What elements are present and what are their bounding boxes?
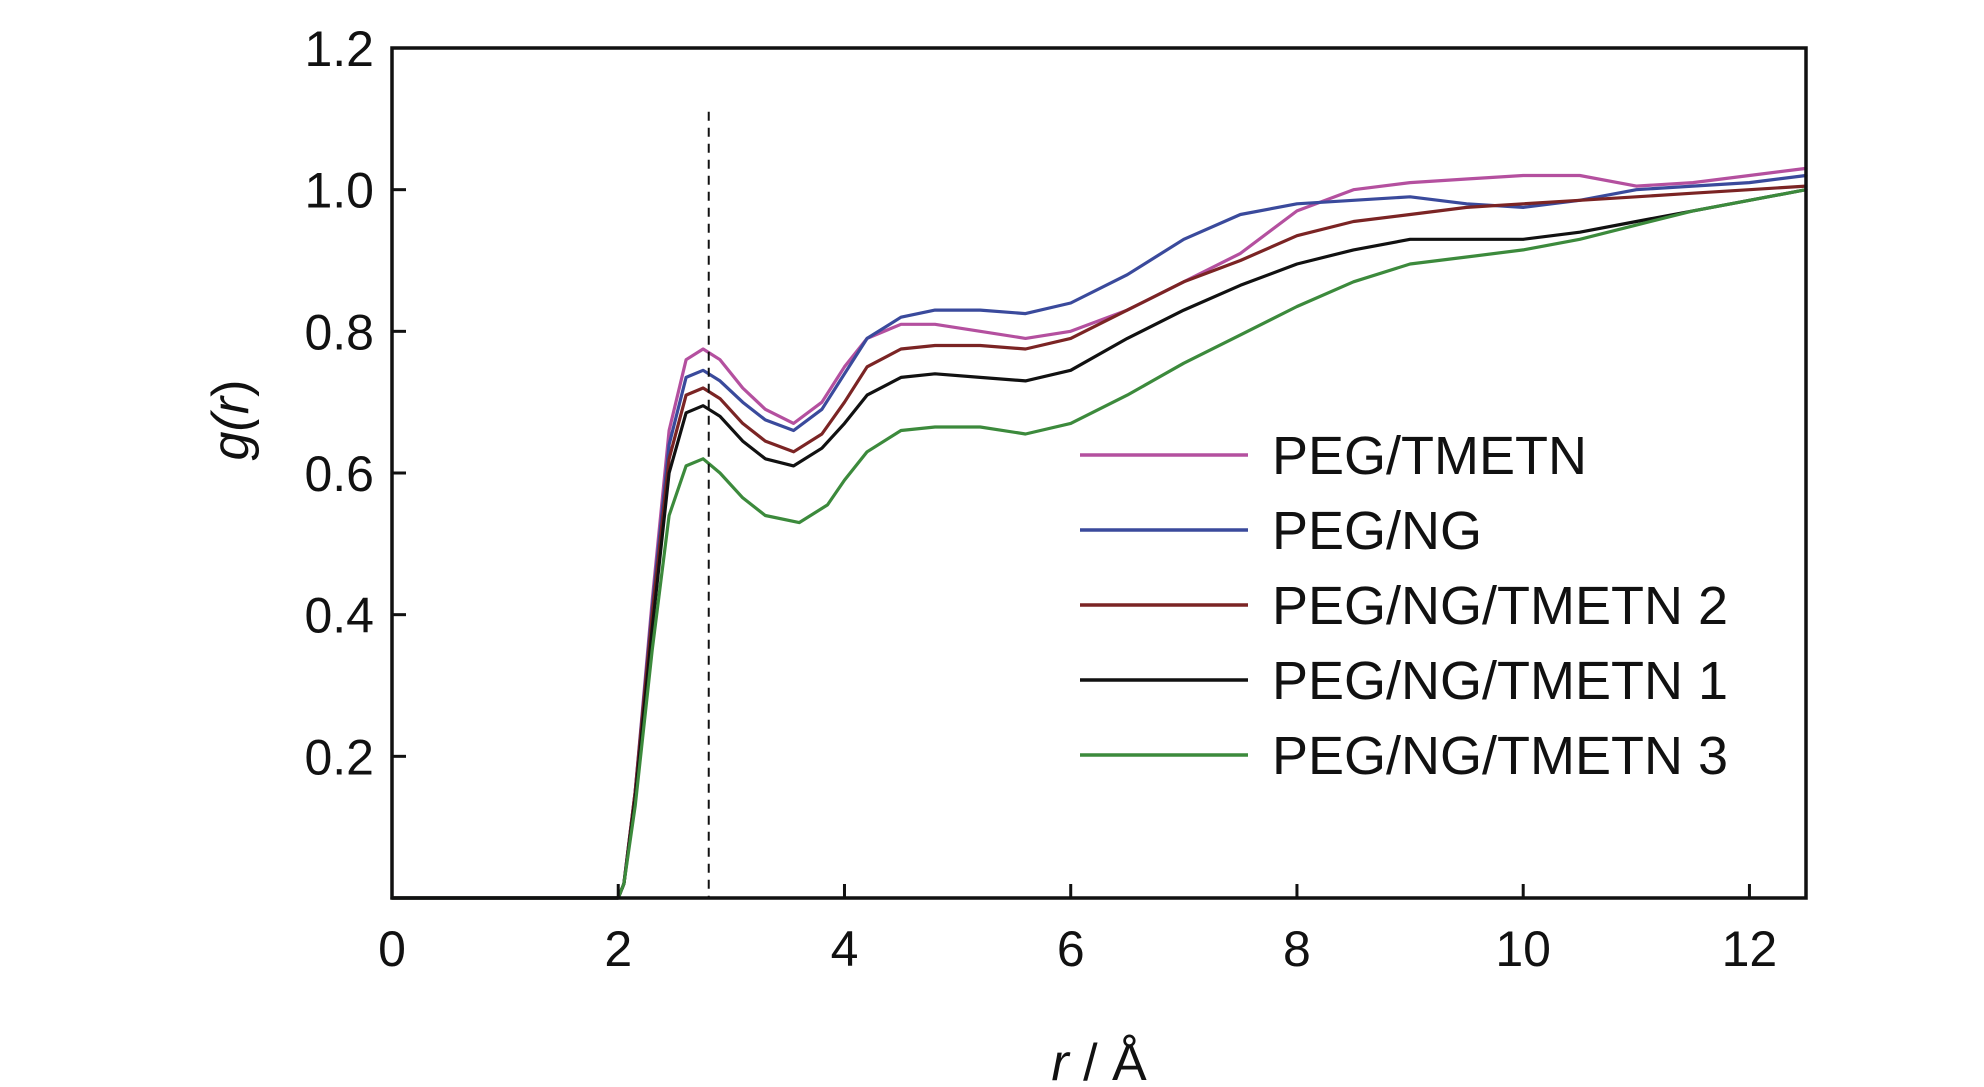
series-line-3 bbox=[390, 184, 1808, 900]
series-line-5 bbox=[390, 188, 1808, 900]
x-tick-label: 0 bbox=[378, 921, 406, 977]
x-axis-ticks: 0 2 4 6 8 10 12 bbox=[378, 884, 1777, 977]
series-line-2 bbox=[390, 173, 1808, 900]
y-axis-close-paren: ) bbox=[202, 380, 260, 397]
y-tick-label: 0.6 bbox=[304, 446, 374, 502]
x-tick-label: 12 bbox=[1722, 921, 1778, 977]
y-tick-label: 0.8 bbox=[304, 304, 374, 360]
x-tick-label: 4 bbox=[831, 921, 859, 977]
legend-label-1: PEG/TMETN bbox=[1272, 426, 1587, 486]
x-axis-title: r / Å bbox=[1051, 1034, 1147, 1087]
y-tick-label: 0.2 bbox=[304, 729, 374, 785]
x-tick-label: 8 bbox=[1283, 921, 1311, 977]
y-axis-function: g( bbox=[202, 410, 260, 461]
x-axis-unit: / Å bbox=[1069, 1034, 1147, 1087]
series-line-1 bbox=[390, 166, 1808, 900]
series-line-4 bbox=[390, 188, 1808, 900]
y-tick-label: 0.4 bbox=[304, 588, 374, 644]
x-axis-variable: r bbox=[1051, 1034, 1071, 1087]
x-tick-label: 2 bbox=[604, 921, 632, 977]
legend: PEG/TMETN PEG/NG PEG/NG/TMETN 2 PEG/NG/TMET… bbox=[1080, 426, 1728, 786]
legend-label-4: PEG/NG/TMETN 1 bbox=[1272, 651, 1728, 711]
series-lines bbox=[390, 166, 1808, 900]
x-tick-label: 10 bbox=[1495, 921, 1551, 977]
y-axis-title: g(r) bbox=[202, 380, 260, 461]
y-axis-variable: r bbox=[202, 394, 260, 414]
x-tick-label: 6 bbox=[1057, 921, 1085, 977]
legend-label-2: PEG/NG bbox=[1272, 501, 1482, 561]
legend-label-5: PEG/NG/TMETN 3 bbox=[1272, 726, 1728, 786]
y-tick-label: 1.0 bbox=[304, 163, 374, 219]
y-axis-ticks: 0.2 0.4 0.6 0.8 1.0 1.2 bbox=[304, 21, 406, 785]
y-tick-label: 1.2 bbox=[304, 21, 374, 77]
legend-label-3: PEG/NG/TMETN 2 bbox=[1272, 576, 1728, 636]
